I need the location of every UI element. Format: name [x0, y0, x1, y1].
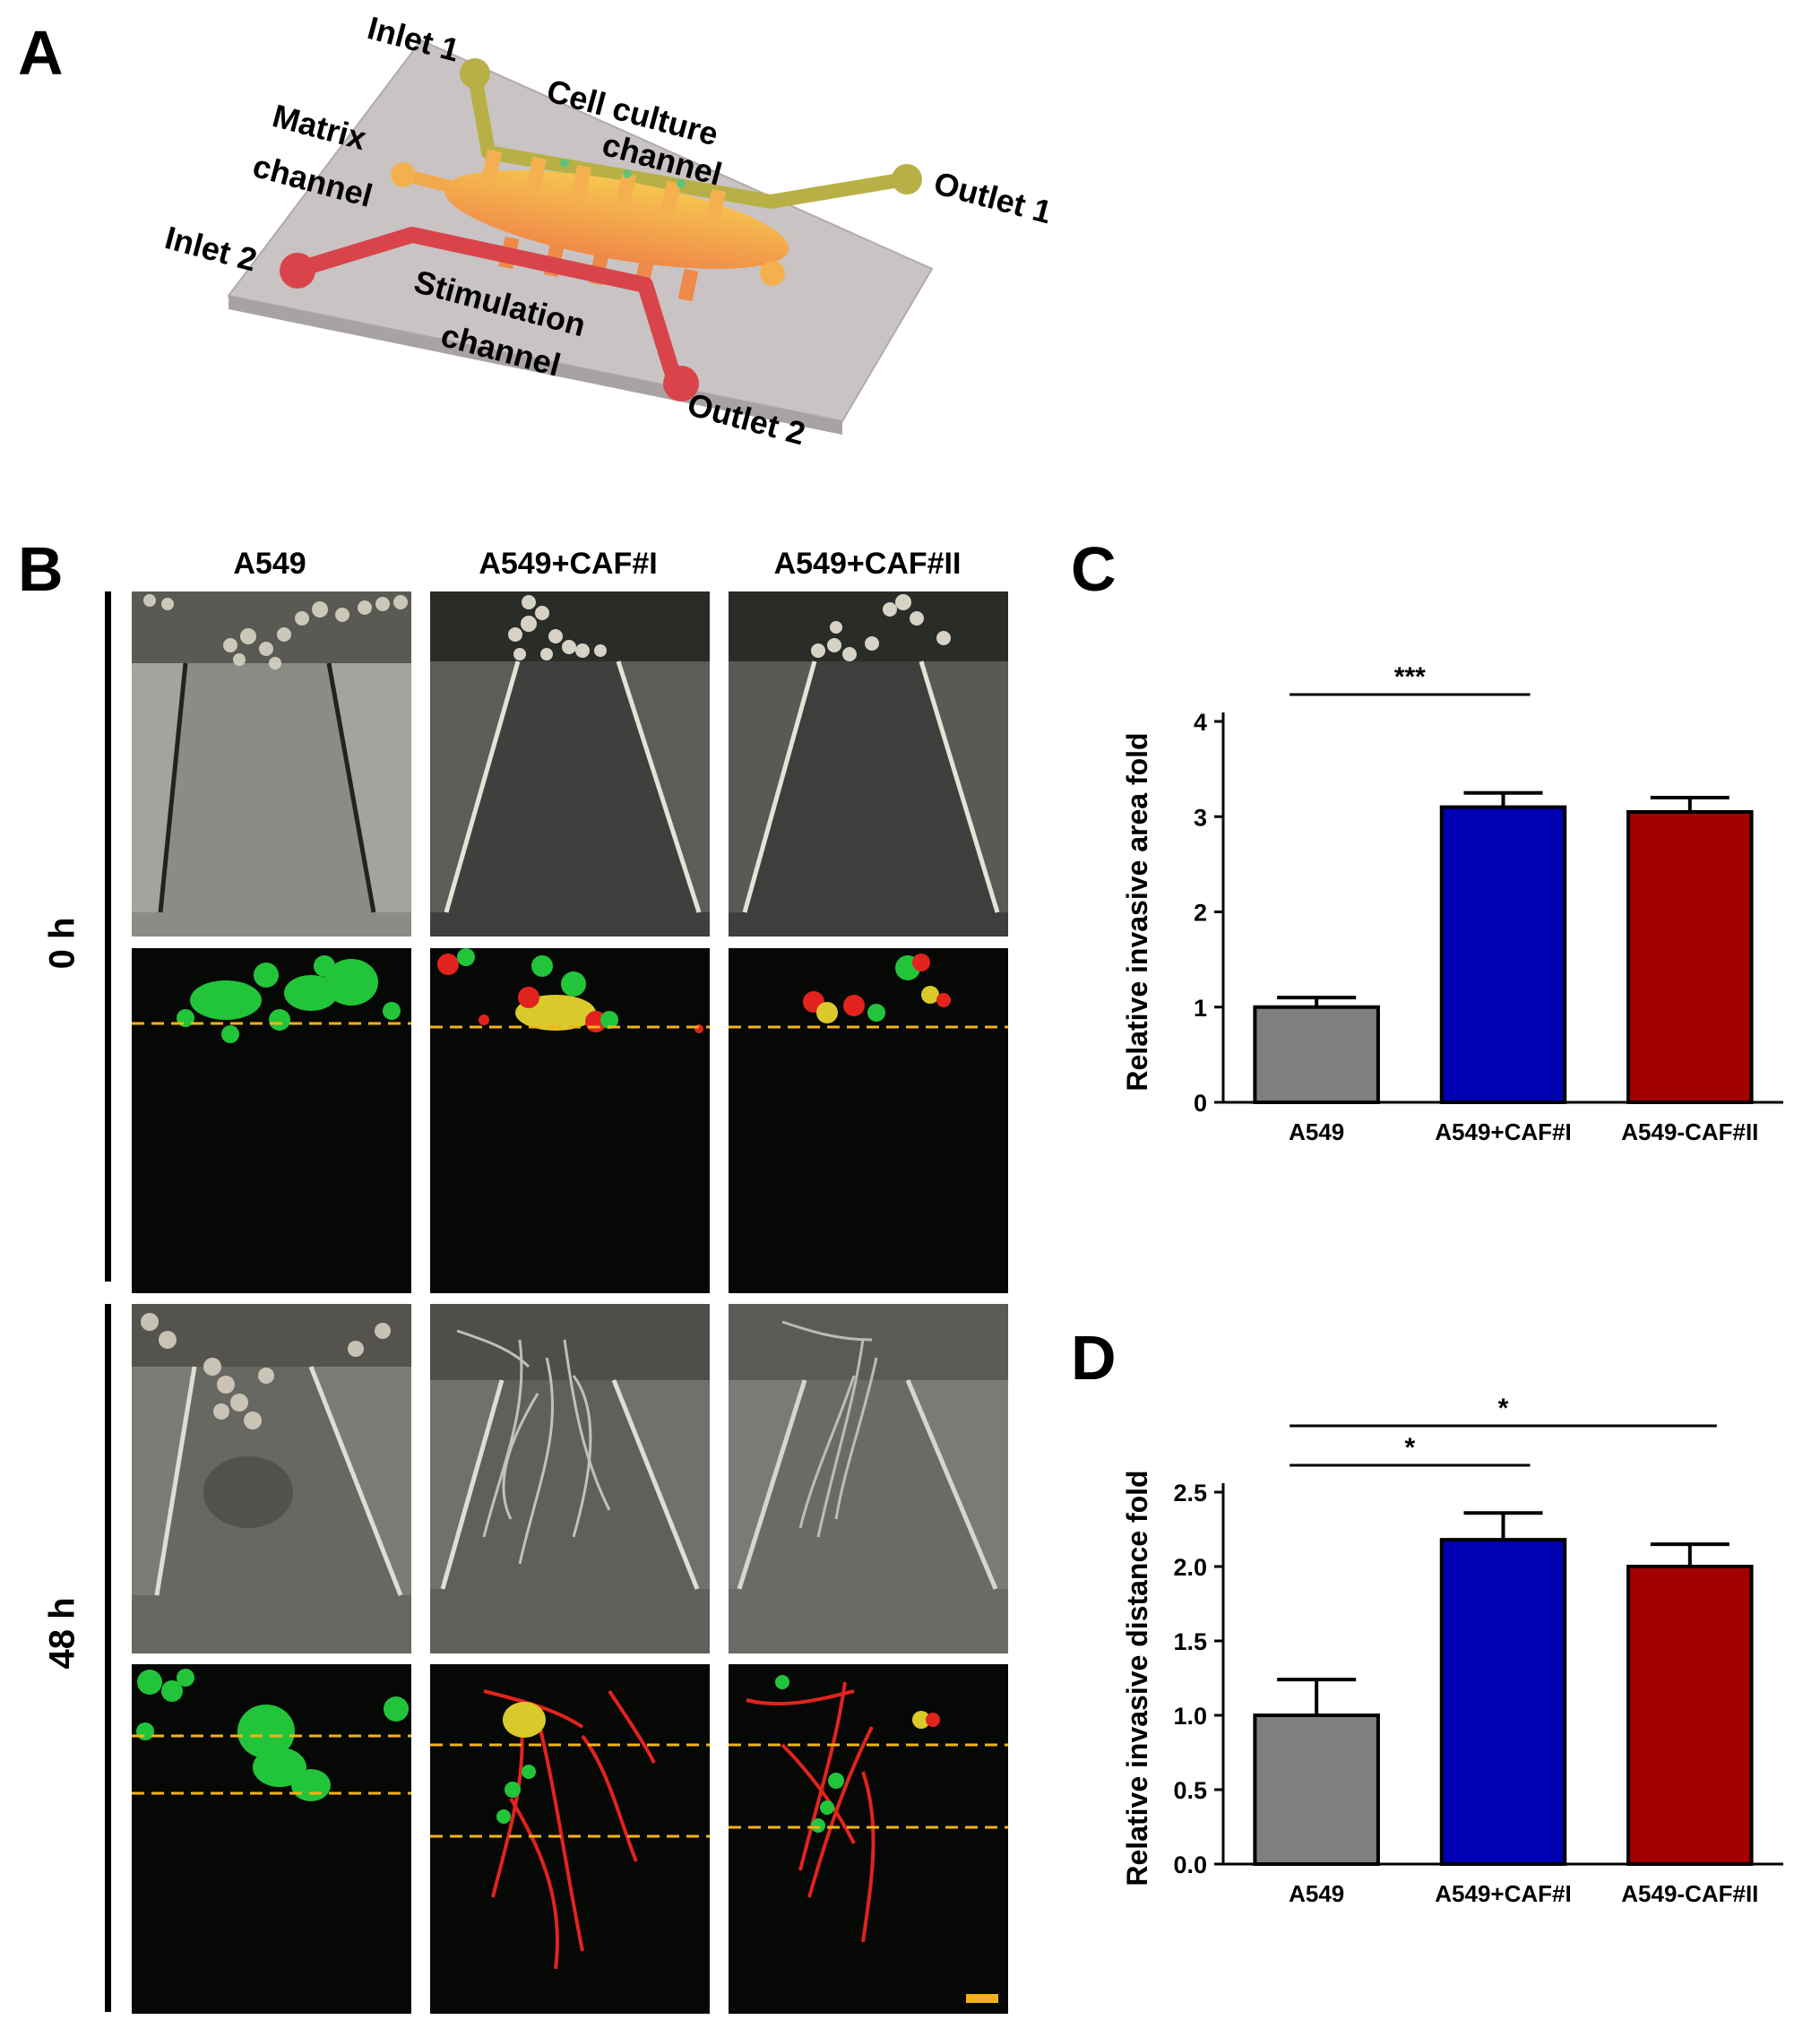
matrix-outlet-port: [760, 261, 785, 286]
micrograph-48h-fluorescence-caf1: [430, 1664, 710, 2014]
y-axis-label: Relative invasive area fold: [1121, 732, 1153, 1091]
micrograph-48h-brightfield-caf2: [729, 1304, 1008, 1653]
y-tick-label: 2.0: [1173, 1554, 1207, 1581]
x-tick-label: A549-CAF#II: [1621, 1880, 1758, 1907]
x-tick-label: A549: [1289, 1118, 1344, 1145]
micrograph-48h-brightfield-caf1: [430, 1304, 710, 1653]
y-tick-label: 1.0: [1173, 1703, 1207, 1730]
micrograph-0h-fluorescence-caf1: [430, 948, 710, 1293]
significance-label: ***: [1394, 663, 1426, 692]
micrograph-0h-fluorescence-a549: [132, 948, 411, 1293]
micrograph-48h-fluorescence-a549: [132, 1664, 411, 2014]
time-label-48h: 48 h: [42, 1597, 82, 1670]
chart-relative-invasive-area: 0 1 2 3 4 Relative invasive area fold A549 A549…: [1121, 663, 1783, 1145]
micrograph-48h-brightfield-a549: [132, 1304, 411, 1653]
bar: [1439, 1538, 1567, 1866]
time-bracket-48h: [105, 1304, 111, 2012]
outlet-2-port: [663, 366, 699, 401]
y-tick-label: 0: [1194, 1090, 1207, 1117]
panel-label-d: D: [1071, 1323, 1117, 1393]
matrix-inlet-port: [391, 162, 416, 187]
inlet-2-port: [280, 253, 315, 289]
y-tick-label: 1.5: [1173, 1628, 1207, 1655]
significance-label: *: [1498, 1398, 1509, 1423]
panel-label-b: B: [18, 534, 64, 604]
y-tick-label: 0.5: [1173, 1777, 1207, 1804]
time-label-0h: 0 h: [42, 917, 82, 970]
outlet-1-port: [892, 164, 922, 194]
micrograph-0h-brightfield-caf2: [729, 591, 1008, 937]
y-tick-label: 0.0: [1173, 1852, 1207, 1878]
bar: [1253, 1005, 1380, 1104]
y-tick-label: 3: [1194, 804, 1207, 831]
inlet-1-port: [460, 58, 490, 89]
y-tick-label: 2.5: [1173, 1480, 1207, 1506]
significance-label: *: [1404, 1433, 1415, 1463]
micrograph-0h-brightfield-a549: [132, 591, 411, 937]
label-inlet-2: Inlet 2: [161, 219, 261, 279]
bar: [1253, 1714, 1380, 1866]
panel-label-c: C: [1071, 534, 1117, 604]
x-tick-label: A549-CAF#II: [1621, 1118, 1758, 1145]
chart-relative-invasive-distance: 0.0 0.5 1.0 1.5 2.0 2.5 Relative invasive dist…: [1121, 1398, 1783, 1907]
label-matrix-1: Matrix: [269, 97, 370, 157]
microfluidic-chip-schematic: Inlet 1 Cell culture channel Matrix chan…: [161, 9, 1056, 452]
x-tick-label: A549+CAF#I: [1435, 1880, 1571, 1907]
micrograph-0h-brightfield-caf1: [430, 591, 710, 937]
bar: [1626, 809, 1754, 1104]
label-outlet-1: Outlet 1: [930, 164, 1056, 230]
time-bracket-0h: [105, 591, 111, 1282]
scale-bar: [966, 1994, 998, 2003]
x-tick-label: A549: [1289, 1880, 1344, 1907]
y-axis-label: Relative invasive distance fold: [1121, 1470, 1153, 1886]
x-tick-label: A549+CAF#I: [1435, 1118, 1571, 1145]
micrograph-0h-fluorescence-caf2: [729, 948, 1008, 1293]
column-header-a549: A549: [233, 547, 306, 581]
column-header-a549-caf2: A549+CAF#II: [773, 547, 962, 581]
y-tick-label: 2: [1194, 900, 1207, 927]
panel-label-a: A: [18, 18, 64, 88]
micrograph-48h-fluorescence-caf2: [729, 1664, 1008, 2014]
y-tick-label: 1: [1194, 995, 1207, 1022]
y-tick-label: 4: [1194, 709, 1207, 736]
bar: [1626, 1565, 1754, 1866]
column-header-a549-caf1: A549+CAF#I: [479, 547, 658, 581]
bar: [1439, 805, 1567, 1104]
